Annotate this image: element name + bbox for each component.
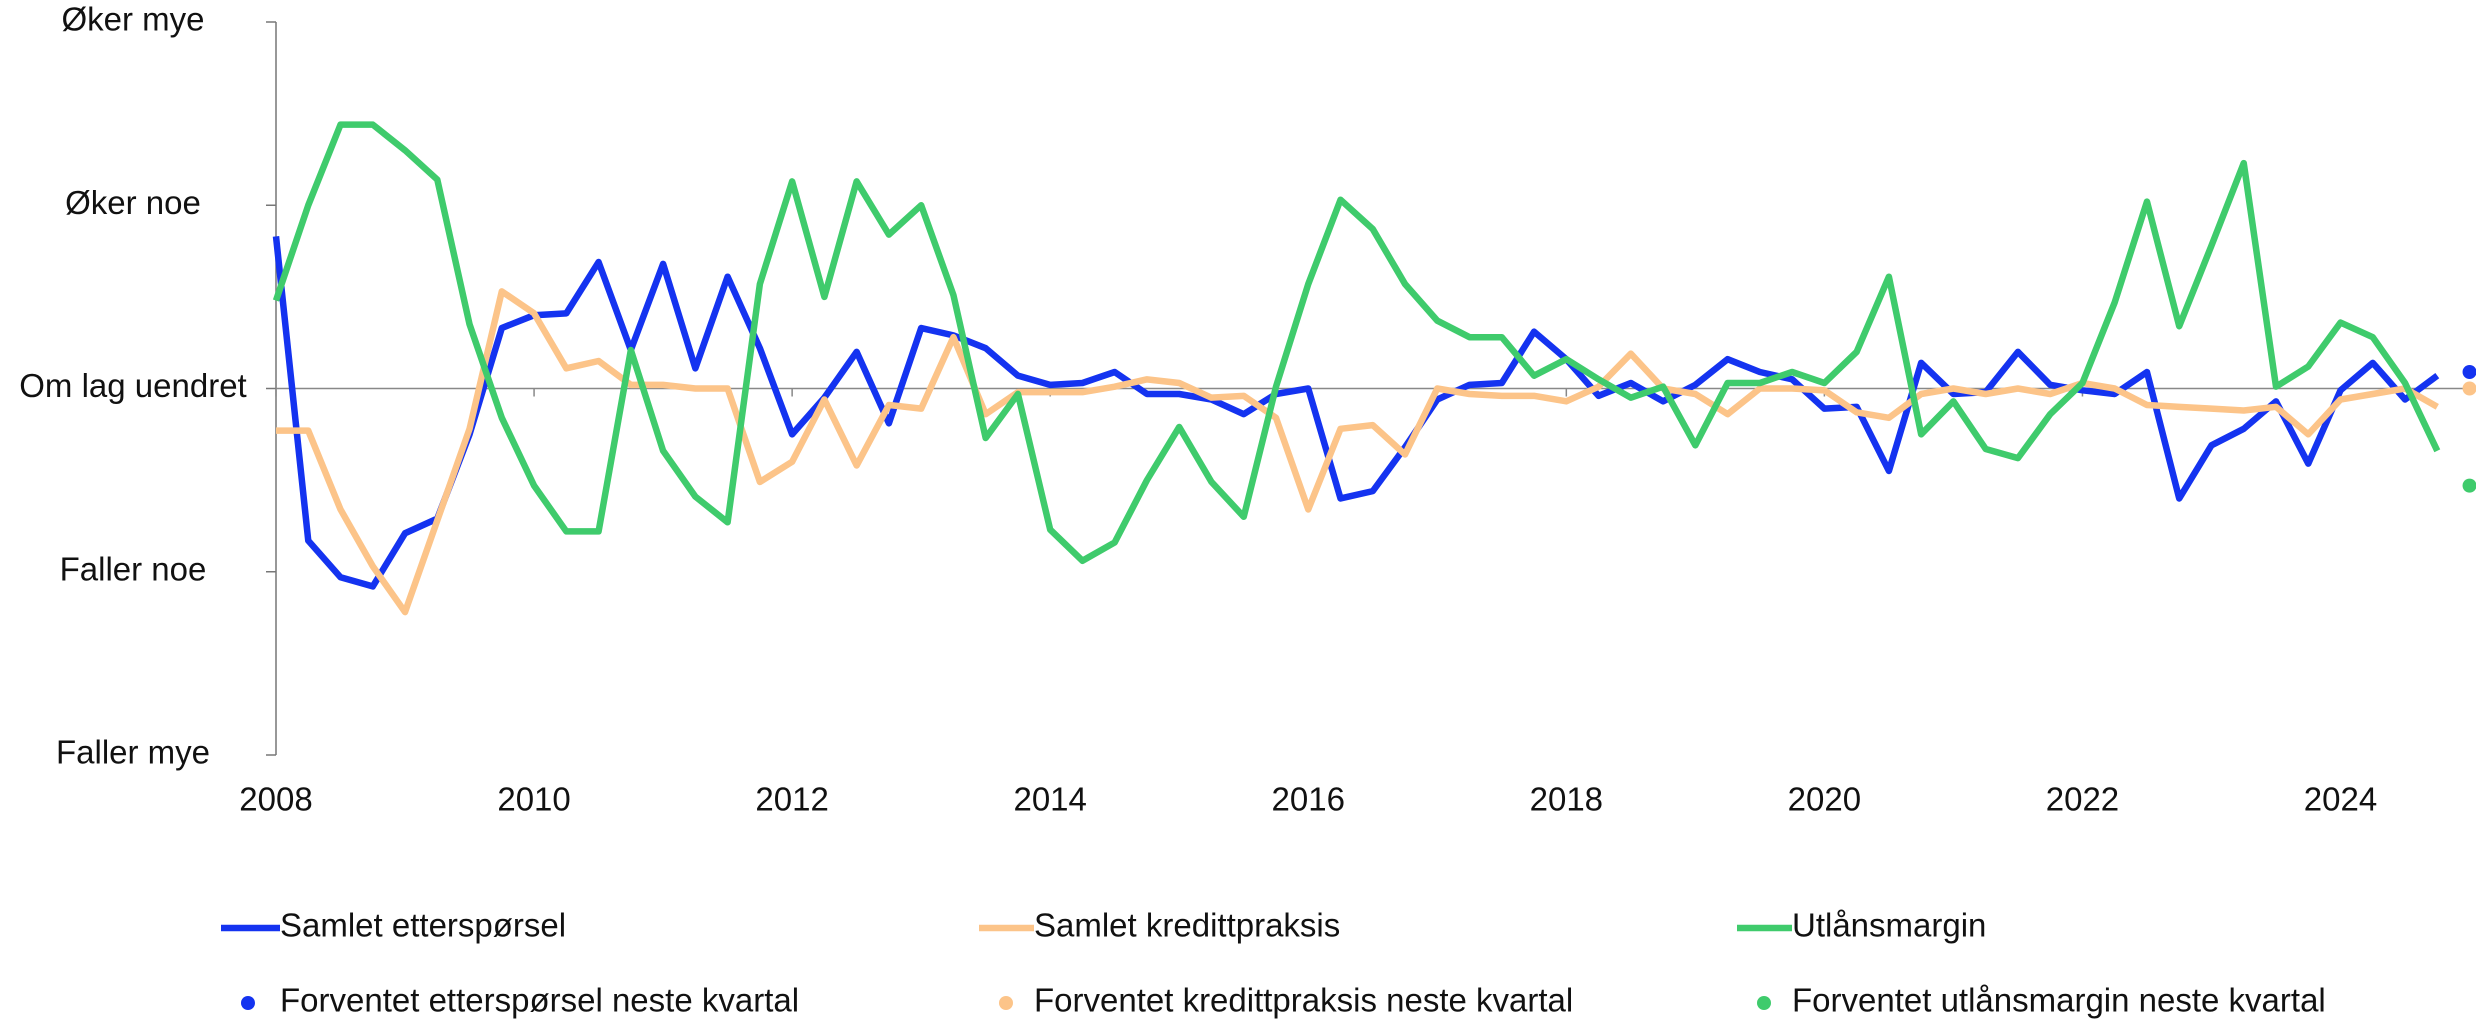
y-tick-label: Faller noe [60,550,207,587]
y-tick-label: Øker mye [61,1,204,38]
legend-symbol [241,996,255,1010]
x-tick-label: 2020 [1788,781,1861,818]
x-tick-label: 2014 [1013,781,1086,818]
y-tick-label: Faller mye [56,734,210,771]
y-tick-label: Om lag uendret [19,367,246,404]
legend-label: Forventet kredittpraksis neste kvartal [1034,982,1573,1019]
legend-label: Utlånsmargin [1792,907,1986,944]
x-tick-label: 2018 [1530,781,1603,818]
legend-label: Samlet etterspørsel [280,907,566,944]
series-line [276,288,2439,616]
x-tick-label: 2022 [2046,781,2119,818]
legend-label: Forventet etterspørsel neste kvartal [280,982,799,1019]
x-tick-label: 2010 [497,781,570,818]
x-tick-label: 2016 [1272,781,1345,818]
y-tick-label: Øker noe [65,184,201,221]
expected-dot [2462,381,2476,396]
legend-symbol [1757,996,1771,1010]
x-tick-label: 2024 [2304,781,2377,818]
expected-dot [2462,365,2476,380]
legend-label: Samlet kredittpraksis [1034,907,1340,944]
legend-symbol [999,996,1013,1010]
legend-label: Forventet utlånsmargin neste kvartal [1792,982,2326,1019]
x-tick-label: 2012 [755,781,828,818]
series-line [272,121,2441,565]
expected-dot [2462,478,2476,493]
x-tick-label: 2008 [239,781,312,818]
